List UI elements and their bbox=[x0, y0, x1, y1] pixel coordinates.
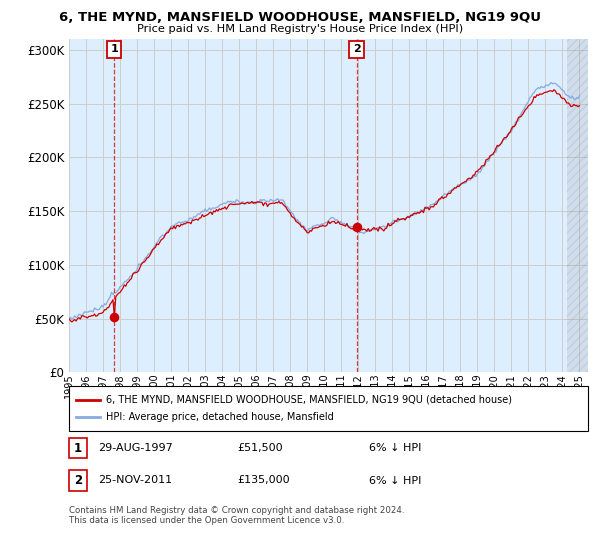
Text: 1: 1 bbox=[74, 441, 82, 455]
Text: Price paid vs. HM Land Registry's House Price Index (HPI): Price paid vs. HM Land Registry's House … bbox=[137, 24, 463, 34]
Text: Contains HM Land Registry data © Crown copyright and database right 2024.
This d: Contains HM Land Registry data © Crown c… bbox=[69, 506, 404, 525]
Text: HPI: Average price, detached house, Mansfield: HPI: Average price, detached house, Mans… bbox=[106, 412, 334, 422]
Text: 2: 2 bbox=[74, 474, 82, 487]
Text: £51,500: £51,500 bbox=[237, 443, 283, 453]
Text: 2: 2 bbox=[353, 44, 361, 54]
Text: 1: 1 bbox=[110, 44, 118, 54]
Text: 6, THE MYND, MANSFIELD WOODHOUSE, MANSFIELD, NG19 9QU (detached house): 6, THE MYND, MANSFIELD WOODHOUSE, MANSFI… bbox=[106, 395, 512, 405]
Text: 29-AUG-1997: 29-AUG-1997 bbox=[98, 443, 173, 453]
Point bbox=[352, 223, 361, 232]
Text: 6% ↓ HPI: 6% ↓ HPI bbox=[369, 475, 421, 486]
Text: £135,000: £135,000 bbox=[237, 475, 290, 486]
Bar bbox=[567, 39, 588, 372]
Text: 6, THE MYND, MANSFIELD WOODHOUSE, MANSFIELD, NG19 9QU: 6, THE MYND, MANSFIELD WOODHOUSE, MANSFI… bbox=[59, 11, 541, 24]
Text: 6% ↓ HPI: 6% ↓ HPI bbox=[369, 443, 421, 453]
Text: 25-NOV-2011: 25-NOV-2011 bbox=[98, 475, 172, 486]
Point bbox=[109, 312, 119, 321]
